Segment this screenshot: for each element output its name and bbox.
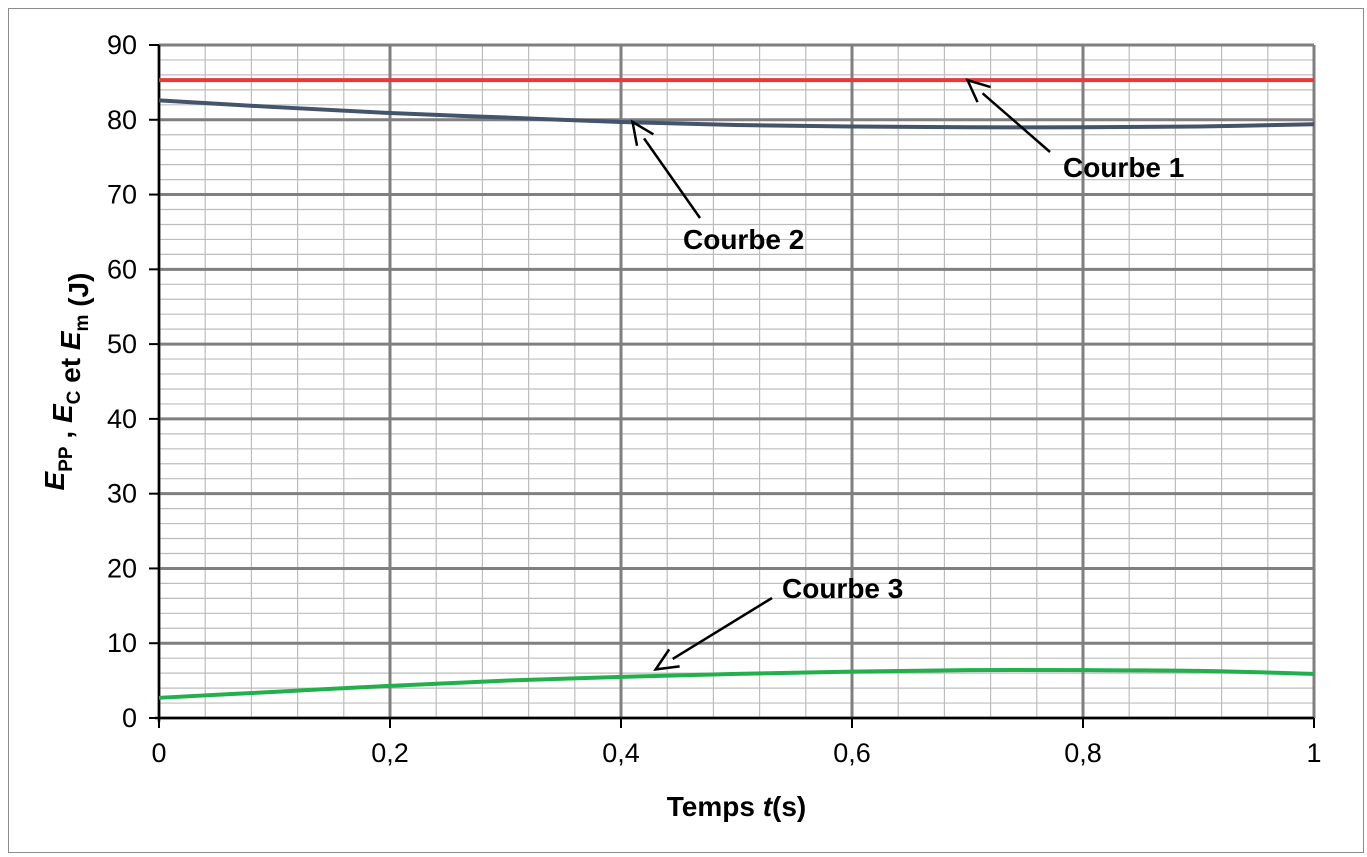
- x-tick-label: 0,4: [602, 738, 640, 768]
- annotation-arrow-shaft: [672, 596, 773, 660]
- y-tick-label: 0: [122, 703, 137, 733]
- x-axis-title: Temps t(s): [667, 791, 807, 822]
- x-tick-label: 1: [1306, 738, 1321, 768]
- annotation-label: Courbe 2: [683, 224, 804, 255]
- x-tick-label: 0,2: [371, 738, 409, 768]
- x-tick-label: 0,6: [833, 738, 871, 768]
- annotation-arrow-head: [965, 78, 992, 103]
- annotation-2: Courbe 2: [630, 119, 804, 255]
- annotation-arrow-head: [630, 119, 655, 147]
- y-tick-label: 90: [107, 30, 137, 60]
- plot-area: [159, 45, 1314, 718]
- y-axis-title: EPP , EC et Em (J): [39, 273, 94, 491]
- annotation-1: Courbe 1: [965, 78, 1184, 183]
- y-tick-label: 60: [107, 254, 137, 284]
- y-tick-label: 30: [107, 479, 137, 509]
- annotation-label: Courbe 3: [782, 573, 903, 604]
- annotation-arrow-shaft: [981, 92, 1051, 153]
- y-tick-label: 40: [107, 404, 137, 434]
- y-tick-label: 20: [107, 553, 137, 583]
- annotation-arrow-head: [653, 648, 680, 671]
- x-tick-label: 0,8: [1064, 738, 1102, 768]
- y-tick-label: 80: [107, 105, 137, 135]
- annotation-3: Courbe 3: [653, 573, 903, 671]
- series-line-3: [158, 667, 1315, 700]
- y-tick-label: 50: [107, 329, 137, 359]
- annotation-arrow-shaft: [643, 137, 702, 219]
- series-line-2: [158, 98, 1315, 130]
- annotation-label: Courbe 1: [1063, 152, 1184, 183]
- y-tick-label: 70: [107, 180, 137, 210]
- x-tick-label: 0: [151, 738, 166, 768]
- y-tick-label: 10: [107, 628, 137, 658]
